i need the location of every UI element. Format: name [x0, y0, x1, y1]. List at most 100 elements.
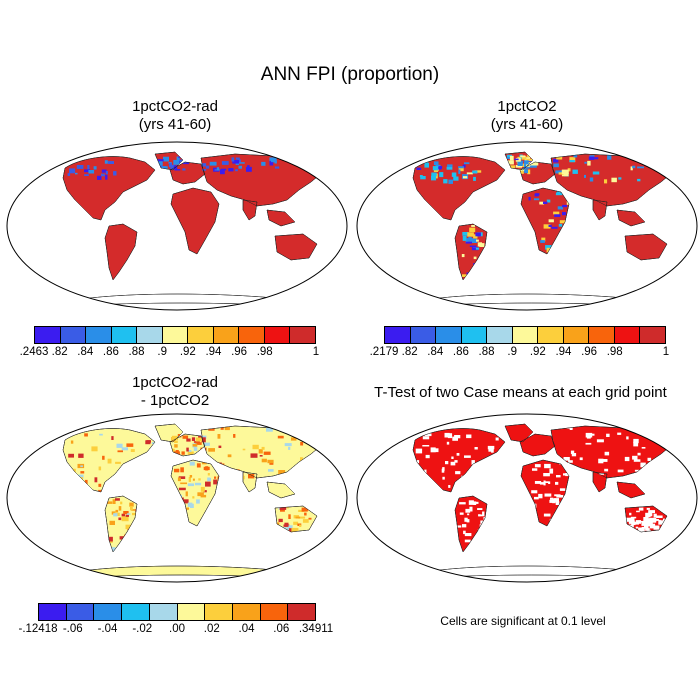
colorbar-swatch [264, 327, 291, 343]
colorbar-swatch [94, 604, 123, 620]
colorbar-swatch [589, 327, 615, 343]
colorbar-swatch [86, 327, 112, 343]
panel-title-line1: T-Test of two Case means at each grid po… [374, 384, 667, 401]
map-boundary [356, 141, 698, 311]
colorbar-tick-label: .96 [231, 346, 248, 358]
panel-title-1pctco2-rad: 1pctCO2-rad (yrs 41-60) [10, 98, 340, 134]
continent-australia [274, 233, 318, 261]
colorbar-1pctco2-rad [34, 326, 316, 344]
colorbar-swatch [188, 327, 214, 343]
colorbar-tick-label: .94 [205, 346, 222, 358]
continent-india [592, 471, 608, 493]
panel-title-line1: 1pctCO2-rad [132, 98, 218, 115]
colorbar-tick-label: .2179 [369, 346, 399, 358]
colorbar-tick-label: -.06 [62, 623, 83, 635]
map-boundary [6, 413, 348, 583]
map-1pctco2-rad [6, 141, 348, 311]
colorbar-tick-label: .04 [238, 623, 255, 635]
colorbar-tick-label: .9 [507, 346, 517, 358]
colorbar-swatch [288, 604, 316, 620]
colorbar-swatch [640, 327, 666, 343]
colorbar-tick-label: .88 [128, 346, 145, 358]
colorbar-tick-label: -.04 [97, 623, 118, 635]
colorbar-swatch [614, 327, 641, 343]
continent-africa [170, 187, 220, 255]
colorbar-swatch [66, 604, 95, 620]
colorbar-swatch [137, 327, 163, 343]
panel-title-line1: 1pctCO2-rad [132, 374, 218, 391]
colorbar-swatch [162, 327, 189, 343]
colorbar-tick-label: .96 [581, 346, 598, 358]
continent-antarctica [424, 565, 646, 579]
colorbar-swatch [512, 327, 539, 343]
colorbar-tick-label: .94 [555, 346, 572, 358]
colorbar-tick-label: 1 [312, 346, 320, 358]
land-layer [412, 151, 674, 307]
map-difference [6, 413, 348, 583]
colorbar-tick-label: 1 [662, 346, 670, 358]
figure-title: ANN FPI (proportion) [260, 64, 440, 85]
continent-antarctica [74, 293, 296, 307]
land-layer [412, 423, 674, 579]
panel-title-difference: 1pctCO2-rad - 1pctCO2 [10, 374, 340, 410]
colorbar-swatch [149, 604, 178, 620]
colorbar-swatch [436, 327, 462, 343]
colorbar-tick-label: .92 [179, 346, 196, 358]
panel-title-1pctco2: 1pctCO2 (yrs 41-60) [362, 98, 692, 134]
colorbar-tick-label: .2463 [19, 346, 49, 358]
colorbar-labels-difference: -.12418 -.06 -.04 -.02 .00 .02 .04 .06 .34911 [18, 623, 333, 637]
colorbar-swatch [111, 327, 138, 343]
colorbar-tick-label: .88 [478, 346, 495, 358]
colorbar-tick-label: -.12418 [18, 623, 58, 635]
panel-title-line2: (yrs 41-60) [138, 116, 212, 133]
colorbar-tick-label: .98 [606, 346, 623, 358]
colorbar-swatch [260, 604, 289, 620]
panel-title-line1: 1pctCO2 [497, 98, 557, 115]
continent-antarctica [424, 293, 646, 307]
land-layer [62, 423, 324, 579]
colorbar-swatch [290, 327, 316, 343]
colorbar-tick-label: .86 [452, 346, 469, 358]
colorbar-tick-label: .82 [401, 346, 418, 358]
map-boundary [6, 141, 348, 311]
map-ttest-significance [356, 413, 698, 583]
land-layer [62, 151, 324, 307]
continent-india [592, 199, 608, 221]
colorbar-swatch [39, 604, 67, 620]
colorbar-swatch [205, 604, 233, 620]
colorbar-tick-label: .00 [169, 623, 185, 635]
colorbar-tick-label: .34911 [298, 623, 334, 635]
colorbar-tick-label: .06 [273, 623, 290, 635]
continent-asia [550, 425, 674, 479]
colorbar-1pctco2 [384, 326, 666, 344]
colorbar-tick-label: .92 [529, 346, 546, 358]
colorbar-swatch [60, 327, 87, 343]
colorbar-tick-label: .82 [51, 346, 68, 358]
colorbar-swatch [213, 327, 240, 343]
colorbar-tick-label: .02 [203, 623, 220, 635]
colorbar-tick-label: .98 [256, 346, 273, 358]
colorbar-difference [38, 603, 316, 621]
significance-note: Cells are significant at 0.1 level [440, 614, 606, 628]
colorbar-swatch [410, 327, 437, 343]
colorbar-labels-1pctco2: .2179.82 .84 .86 .88 .9 .92 .94 .96 .98 1 [370, 346, 670, 360]
colorbar-swatch [385, 327, 411, 343]
map-boundary [356, 413, 698, 583]
colorbar-swatch [538, 327, 564, 343]
colorbar-swatch [232, 604, 261, 620]
continent-antarctica [74, 565, 296, 579]
colorbar-tick-label: .84 [77, 346, 94, 358]
colorbar-swatch [487, 327, 513, 343]
panel-title-line2: (yrs 41-60) [490, 116, 564, 133]
colorbar-swatch [35, 327, 61, 343]
colorbar-swatch [122, 604, 150, 620]
colorbar-swatch [239, 327, 265, 343]
colorbar-tick-label: .86 [102, 346, 119, 358]
colorbar-tick-label: -.02 [132, 623, 153, 635]
continent-australia [624, 233, 668, 261]
colorbar-tick-label: .84 [427, 346, 444, 358]
colorbar-tick-label: .9 [157, 346, 167, 358]
colorbar-swatch [563, 327, 590, 343]
colorbar-labels-1pctco2-rad: .2463.82 .84 .86 .88 .9 .92 .94 .96 .98 1 [20, 346, 320, 360]
continent-asia [200, 153, 324, 207]
